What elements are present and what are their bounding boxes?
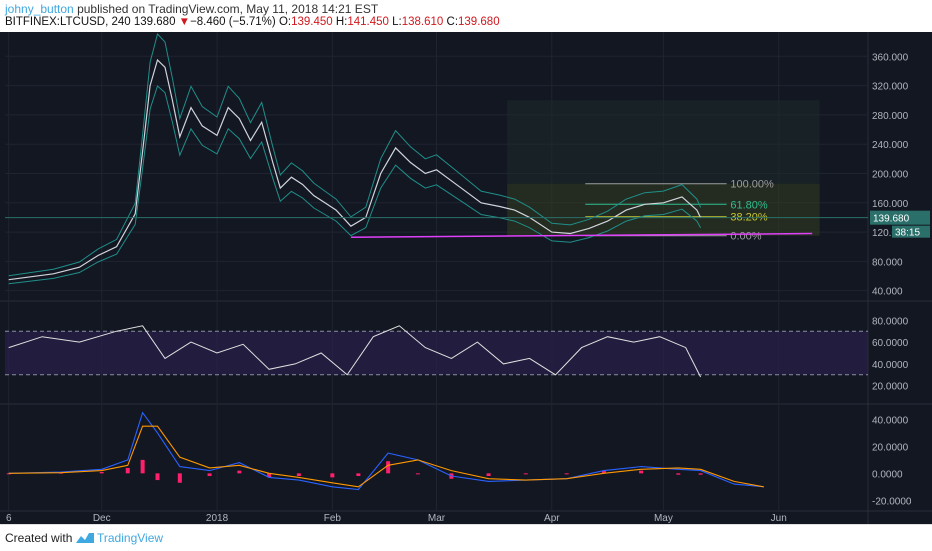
x-tick-label: 2018	[206, 513, 229, 524]
countdown-tag-label: 38:15	[895, 228, 920, 239]
macd-histogram-bar	[356, 473, 361, 477]
macd-histogram-bar	[330, 473, 335, 478]
x-tick-label: Feb	[324, 513, 342, 524]
footer: Created with TradingView	[0, 524, 932, 551]
price-y-tick-label: 360.000	[872, 52, 909, 63]
rsi-band	[5, 331, 868, 375]
symbol-info-line: BITFINEX:LTCUSD, 240 139.680 ▼−8.460 (−5…	[5, 16, 500, 28]
macd-histogram-bar	[296, 473, 301, 477]
fib-level-label: 100.00%	[730, 179, 774, 191]
support-trendline	[350, 232, 813, 238]
macd-histogram-bar	[486, 473, 491, 477]
x-tick-label: Apr	[544, 513, 560, 524]
macd-histogram-bar	[140, 459, 145, 474]
last-price-tag	[870, 210, 930, 225]
macd-y-tick-label: 20.0000	[872, 442, 909, 453]
price-y-tick-label: 40.000	[872, 287, 903, 298]
macd-histogram-bar	[676, 473, 681, 475]
low-label: L:	[392, 16, 402, 28]
low-value: 138.610	[401, 16, 444, 28]
rsi-line	[8, 325, 702, 378]
bollinger-upper-band	[8, 32, 702, 277]
macd-histogram-bar	[386, 461, 391, 474]
chart-svg[interactable]: 6 Dec 2018 Feb Mar Apr May Jun 360.000 320.000 280…	[0, 32, 932, 524]
fib-level-label: 61.80%	[730, 199, 768, 211]
x-tick-label: May	[654, 513, 673, 524]
fib-retracement-zone	[507, 183, 820, 236]
macd-histogram-bar	[99, 471, 104, 474]
macd-y-tick-label: 0.0000	[872, 469, 903, 480]
countdown-tag	[892, 225, 930, 238]
macd-histogram-bar	[177, 473, 182, 483]
rsi-y-tick-label: 60.0000	[872, 338, 909, 349]
price-y-tick-label: 280.000	[872, 111, 909, 122]
chart-area[interactable]: 6 Dec 2018 Feb Mar Apr May Jun 360.000 320.000 280…	[0, 32, 932, 524]
macd-histogram-bar	[523, 473, 528, 475]
open-label: O:	[278, 16, 292, 28]
tradingview-logo-icon	[76, 533, 94, 543]
price-line	[8, 58, 702, 281]
fib-extension-zone	[507, 100, 820, 184]
price-y-tick-label: 200.000	[872, 169, 909, 180]
rsi-y-tick-label: 20.0000	[872, 382, 909, 393]
publish-header: johny_button published on TradingView.co…	[5, 2, 378, 16]
price-y-tick-label: 240.000	[872, 140, 909, 151]
macd-histogram-bar	[237, 470, 242, 474]
price-y-tick-label: 320.000	[872, 82, 909, 93]
price-y-tick-label: 120.000	[872, 228, 909, 239]
signal-line	[8, 425, 764, 488]
macd-histogram-bar	[125, 467, 130, 474]
macd-histogram-bar	[207, 473, 212, 477]
macd-histogram-bar	[639, 470, 644, 474]
created-with-text: Created with	[5, 531, 73, 545]
close-value: 139.680	[458, 16, 500, 28]
last-price-tag-label: 139.680	[873, 214, 910, 225]
rsi-y-tick-label: 40.0000	[872, 360, 909, 371]
close-label: C:	[446, 16, 459, 28]
high-label: H:	[335, 16, 348, 28]
high-value: 141.450	[347, 16, 389, 28]
open-value: 139.450	[291, 16, 333, 28]
down-arrow-icon: ▼	[178, 16, 191, 28]
macd-histogram-bar	[155, 473, 160, 481]
author-link[interactable]: johny_button	[5, 2, 74, 16]
x-tick-label: Mar	[428, 513, 446, 524]
price-y-tick-label: 160.000	[872, 199, 909, 210]
macd-histogram-bar	[415, 473, 420, 475]
macd-histogram-bar	[698, 473, 703, 475]
macd-y-tick-label: 40.0000	[872, 415, 909, 426]
x-tick-label: Dec	[93, 513, 111, 524]
macd-histogram-bar	[601, 470, 606, 474]
x-tick-label: Jun	[771, 513, 787, 524]
macd-histogram-bar	[564, 473, 569, 475]
last-price: 139.680	[133, 16, 176, 28]
macd-line	[8, 411, 764, 491]
x-tick-label: 6	[6, 513, 12, 524]
published-text: published on TradingView.com, May 11, 20…	[73, 2, 379, 16]
price-change: −8.460 (−5.71%)	[190, 16, 276, 28]
fib-level-label: 0.00%	[730, 231, 761, 243]
macd-histogram-bar	[267, 473, 272, 478]
rsi-y-tick-label: 80.0000	[872, 316, 909, 327]
symbol-name: BITFINEX:LTCUSD, 240	[5, 16, 131, 28]
macd-y-tick-label: -20.0000	[872, 496, 912, 507]
tradingview-brand-link[interactable]: TradingView	[97, 531, 164, 545]
bollinger-lower-band	[8, 85, 702, 285]
price-y-tick-label: 80.000	[872, 257, 903, 268]
